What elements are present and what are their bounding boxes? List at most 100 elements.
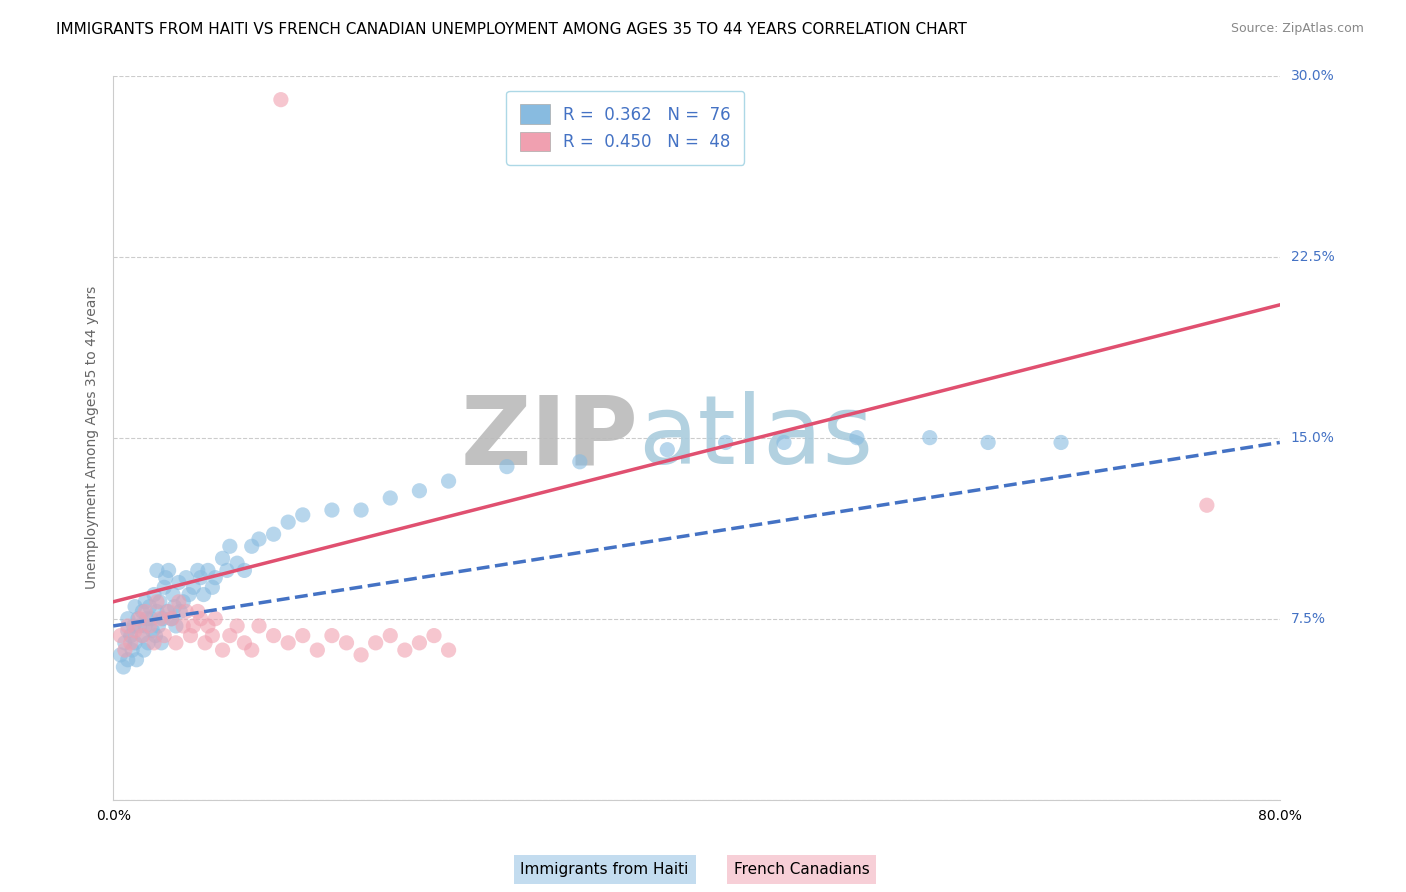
Point	[321, 503, 343, 517]
Point	[183, 619, 205, 633]
Point	[117, 653, 139, 667]
Point	[350, 648, 373, 662]
Point	[496, 459, 519, 474]
Point	[218, 539, 240, 553]
Point	[218, 629, 240, 643]
Point	[138, 619, 160, 633]
Point	[136, 636, 159, 650]
Point	[127, 612, 149, 626]
Point	[408, 636, 430, 650]
Legend: R =  0.362   N =  76, R =  0.450   N =  48: R = 0.362 N = 76, R = 0.450 N = 48	[506, 91, 744, 165]
Point	[128, 619, 150, 633]
Point	[263, 527, 285, 541]
Point	[145, 629, 167, 643]
Point	[167, 575, 190, 590]
Point	[160, 612, 183, 626]
Text: 22.5%: 22.5%	[1291, 250, 1334, 263]
Text: 30.0%: 30.0%	[1291, 69, 1334, 83]
Point	[204, 612, 226, 626]
Point	[291, 508, 314, 522]
Point	[134, 619, 156, 633]
Point	[124, 624, 146, 638]
Point	[114, 636, 136, 650]
Y-axis label: Unemployment Among Ages 35 to 44 years: Unemployment Among Ages 35 to 44 years	[86, 286, 100, 590]
Point	[247, 619, 270, 633]
Point	[150, 636, 173, 650]
Point	[135, 612, 157, 626]
Point	[114, 643, 136, 657]
Point	[408, 483, 430, 498]
Point	[773, 435, 796, 450]
Point	[134, 604, 156, 618]
Point	[179, 629, 201, 643]
Point	[160, 612, 183, 626]
Point	[125, 653, 148, 667]
Point	[201, 629, 224, 643]
Point	[143, 636, 166, 650]
Point	[190, 571, 212, 585]
Text: 15.0%: 15.0%	[1291, 431, 1334, 444]
Point	[120, 636, 142, 650]
Point	[131, 629, 153, 643]
Point	[121, 643, 143, 657]
Point	[211, 551, 233, 566]
Point	[201, 580, 224, 594]
Point	[120, 629, 142, 643]
Point	[124, 599, 146, 614]
Point	[364, 636, 387, 650]
Point	[167, 595, 190, 609]
Point	[152, 612, 174, 626]
Point	[226, 619, 249, 633]
Point	[155, 571, 177, 585]
Point	[153, 629, 176, 643]
Point	[380, 491, 402, 505]
Point	[226, 556, 249, 570]
Point	[153, 580, 176, 594]
Point	[277, 636, 299, 650]
Text: Source: ZipAtlas.com: Source: ZipAtlas.com	[1230, 22, 1364, 36]
Point	[183, 580, 205, 594]
Point	[157, 563, 180, 577]
Point	[148, 619, 170, 633]
Point	[247, 532, 270, 546]
Point	[142, 624, 165, 638]
Point	[204, 571, 226, 585]
Text: Immigrants from Haiti: Immigrants from Haiti	[520, 863, 689, 877]
Point	[146, 563, 169, 577]
Point	[138, 599, 160, 614]
Point	[657, 442, 679, 457]
Point	[394, 643, 416, 657]
Point	[380, 629, 402, 643]
Point	[194, 636, 217, 650]
Point	[190, 612, 212, 626]
Text: 7.5%: 7.5%	[1291, 612, 1326, 625]
Point	[128, 612, 150, 626]
Point	[1050, 435, 1073, 450]
Point	[193, 588, 215, 602]
Point	[918, 431, 941, 445]
Point	[350, 503, 373, 517]
Point	[1195, 498, 1218, 512]
Point	[977, 435, 1000, 450]
Point	[117, 619, 139, 633]
Point	[321, 629, 343, 643]
Point	[233, 563, 256, 577]
Point	[169, 604, 191, 618]
Point	[174, 604, 197, 618]
Point	[714, 435, 737, 450]
Point	[132, 643, 155, 657]
Point	[177, 588, 200, 602]
Point	[112, 660, 135, 674]
Point	[277, 515, 299, 529]
Point	[163, 599, 186, 614]
Text: French Canadians: French Canadians	[734, 863, 869, 877]
Point	[162, 588, 184, 602]
Point	[149, 595, 172, 609]
Point	[291, 629, 314, 643]
Point	[110, 648, 132, 662]
Point	[156, 604, 179, 618]
Point	[270, 93, 292, 107]
Point	[172, 619, 194, 633]
Point	[149, 612, 172, 626]
Point	[263, 629, 285, 643]
